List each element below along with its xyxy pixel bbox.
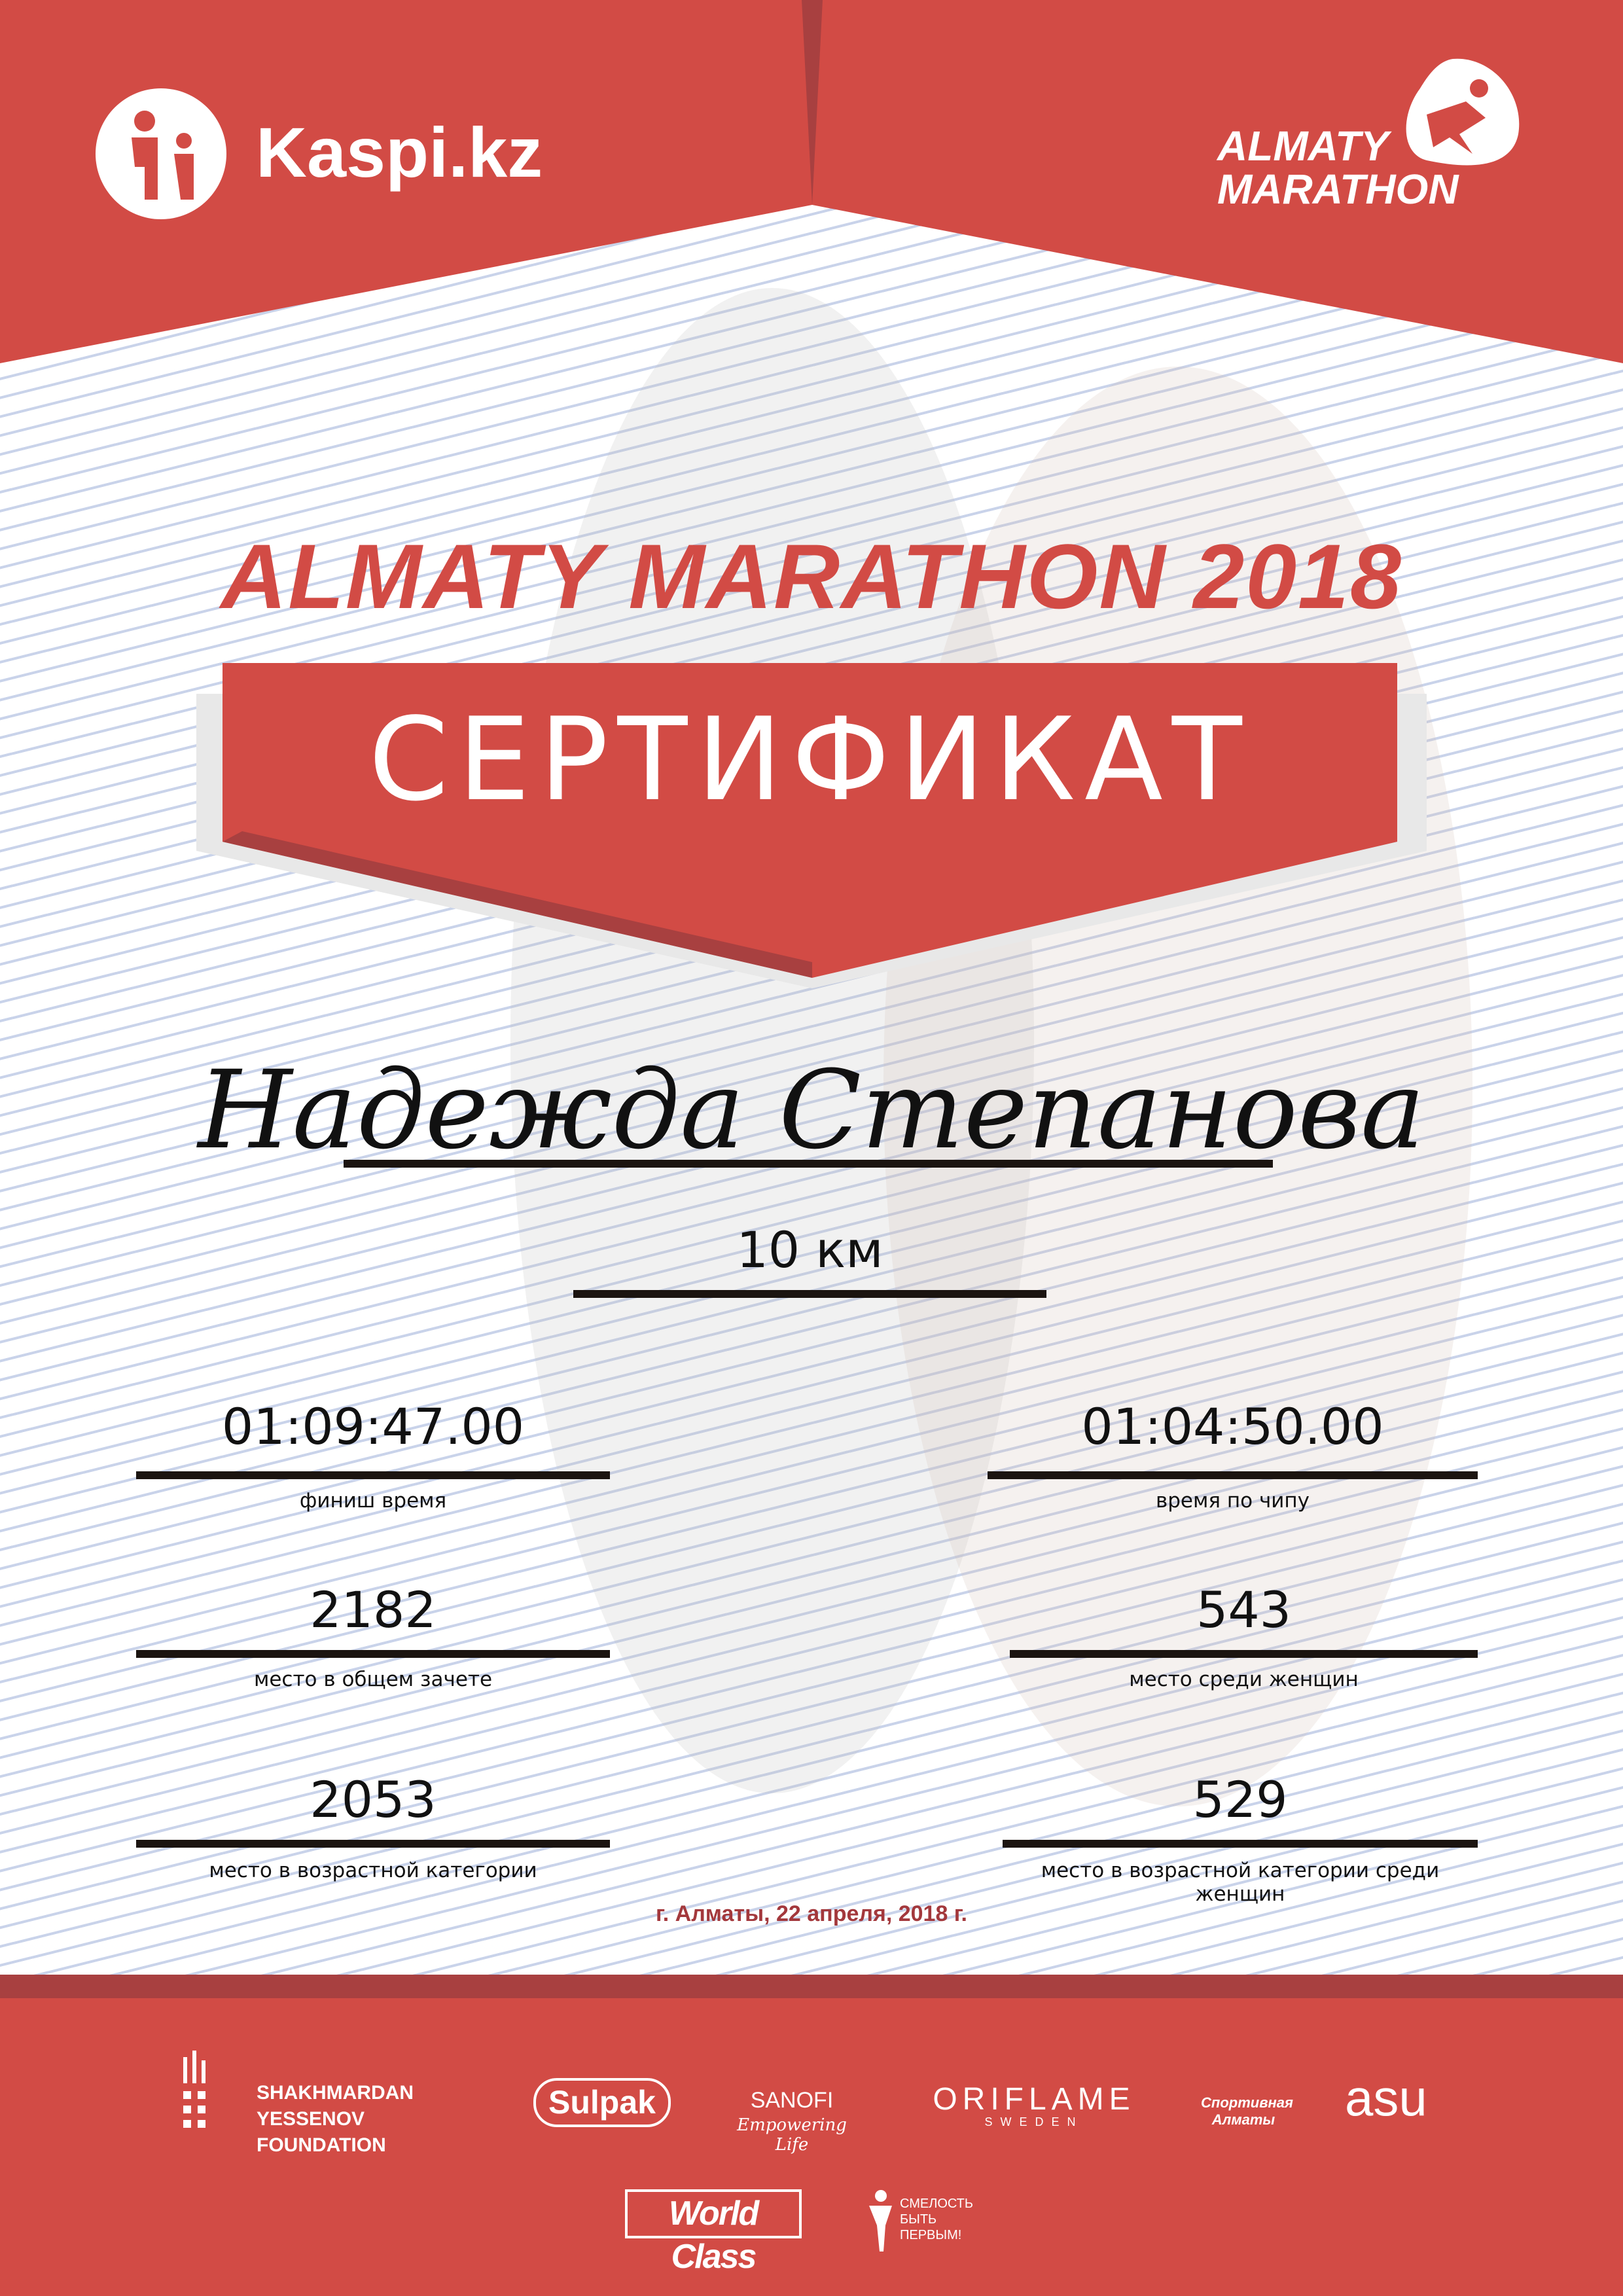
age-place-label: место в возрастной категории [209, 1859, 537, 1882]
overall-place-value: 2182 [310, 1581, 437, 1639]
name-underline [344, 1160, 1273, 1168]
asu-logo: asu [1345, 2069, 1427, 2126]
finish-time-label: финиш время [299, 1489, 447, 1513]
almaty-marathon-runner-icon [1406, 58, 1520, 166]
date-location: г. Алматы, 22 апреля, 2018 г. [656, 1901, 967, 1926]
women-place-label: место среди женщин [1129, 1668, 1359, 1691]
kaspi-logo-text: Kaspi.kz [256, 113, 543, 192]
sulpak-logo: Sulpak [533, 2078, 671, 2127]
divider [1003, 1840, 1478, 1848]
participant-name: Надежда Степанова [198, 1047, 1425, 1173]
sanofi-logo: SANOFI [750, 2088, 834, 2113]
certificate-heading: СЕРТИФИКАТ [368, 694, 1251, 827]
yessenov-logo-icon [183, 2051, 205, 2128]
finish-time-value: 01:09:47.00 [221, 1397, 525, 1456]
divider [988, 1471, 1478, 1479]
logo-line-1: ALMATY [1217, 122, 1389, 170]
yessenov-logo-text: SHAKHMARDAN YESSENOV FOUNDATION [257, 2082, 414, 2156]
oriflame-logo: ORIFLAME [933, 2082, 1135, 2117]
fund-logo-text: СМЕЛОСТЬ БЫТЬ ПЕРВЫМ! [900, 2197, 974, 2242]
sport-almaty-logo: Спортивная Алматы [1201, 2094, 1293, 2128]
runner-photo-woman [883, 367, 1472, 1806]
sanofi-tagline: Empowering Life [737, 2115, 847, 2155]
distance-value: 10 км [736, 1221, 883, 1279]
worldclass-logo: World Class [625, 2189, 802, 2276]
women-place-value: 543 [1196, 1581, 1292, 1639]
age-women-place-value: 529 [1192, 1770, 1288, 1829]
oriflame-sub: SWEDEN [984, 2115, 1084, 2128]
kaspi-logo-icon [96, 88, 226, 219]
almaty-marathon-logo-text: ALMATY MARATHON [1217, 124, 1459, 211]
fund-logo-icon [869, 2190, 892, 2251]
logo-line-2: MARATHON [1217, 166, 1459, 213]
overall-place-label: место в общем зачете [253, 1668, 493, 1691]
chip-time-value: 01:04:50.00 [1081, 1397, 1384, 1456]
divider [136, 1650, 610, 1658]
runner-photo-man [510, 288, 1034, 1793]
chip-time-label: время по чипу [1155, 1489, 1310, 1513]
divider [136, 1471, 610, 1479]
age-women-place-label: место в возрастной категории среди женщи… [1041, 1859, 1440, 1906]
distance-underline [573, 1290, 1046, 1298]
event-title: ALMATY MARATHON 2018 [221, 525, 1402, 628]
age-place-value: 2053 [310, 1770, 437, 1829]
divider [1010, 1650, 1478, 1658]
sponsors-footer [0, 1975, 1623, 2296]
divider [136, 1840, 610, 1848]
